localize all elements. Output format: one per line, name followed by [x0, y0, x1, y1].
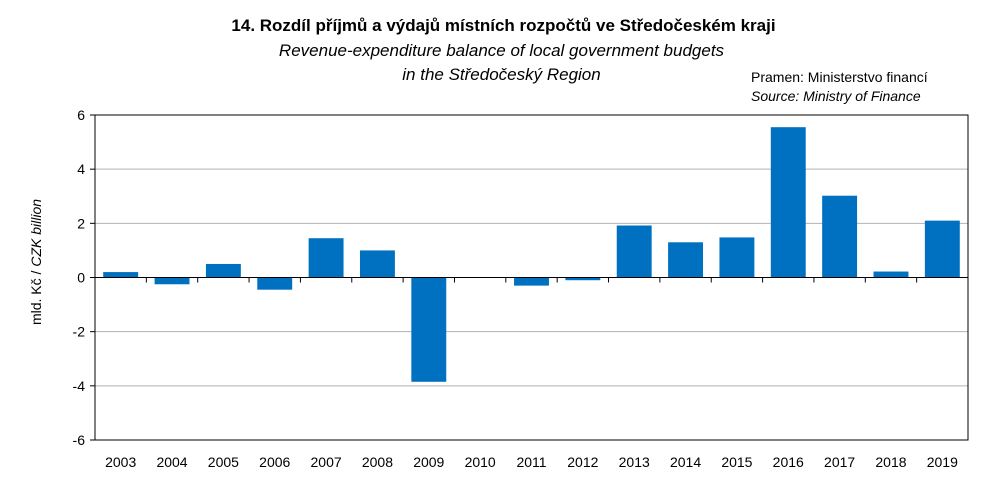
x-tick-label-2014: 2014 — [670, 454, 701, 470]
chart-subtitle: Revenue-expenditure balance of local gov… — [0, 39, 1003, 87]
y-tick-label: 0 — [77, 270, 85, 286]
y-tick-label: -2 — [73, 324, 86, 340]
y-tick-label: -6 — [73, 432, 86, 448]
bar-2008 — [359, 250, 395, 278]
bar-2017 — [822, 195, 858, 278]
x-tick-label-2018: 2018 — [875, 454, 906, 470]
x-tick-label-2005: 2005 — [208, 454, 239, 470]
bar-2019 — [924, 220, 960, 278]
chart-title: 14. Rozdíl příjmů a výdajů místních rozp… — [231, 16, 776, 35]
bar-2005 — [205, 263, 241, 278]
bar-2016 — [770, 127, 806, 278]
bar-2015 — [719, 237, 755, 278]
chart-subtitle-line-2: in the Středočeský Region — [402, 65, 601, 84]
x-tick-label-2004: 2004 — [156, 454, 187, 470]
tick-labels: 6 4 2 0 -2 -4 -6 2003 2004 2005 2006 2007 2008 2009 20… — [73, 107, 959, 470]
bar-2014 — [668, 242, 704, 278]
x-tick-label-2003: 2003 — [105, 454, 136, 470]
x-tick-label-2010: 2010 — [465, 454, 496, 470]
bar-2007 — [308, 238, 344, 278]
source-note: Pramen: Ministerstvo financí Source: Min… — [751, 68, 928, 106]
source-cz: Pramen: Ministerstvo financí — [751, 69, 928, 85]
y-tick-label: 6 — [77, 107, 85, 123]
bar-2003 — [103, 272, 139, 278]
y-tick-label: -4 — [73, 378, 86, 394]
chart-subtitle-line-1: Revenue-expenditure balance of local gov… — [278, 41, 725, 60]
y-tick-label: 2 — [77, 215, 85, 231]
x-tick-label-2012: 2012 — [567, 454, 598, 470]
x-tick-label-2016: 2016 — [773, 454, 804, 470]
bar-2013 — [616, 225, 652, 278]
x-tick-label-2009: 2009 — [413, 454, 444, 470]
x-tick-label-2006: 2006 — [259, 454, 290, 470]
x-tick-label-2011: 2011 — [516, 454, 546, 470]
axes — [90, 114, 969, 441]
source-en: Source: Ministry of Finance — [751, 88, 921, 104]
x-tick-label-2007: 2007 — [311, 454, 342, 470]
x-tick-label-2019: 2019 — [927, 454, 958, 470]
y-tick-label: 4 — [77, 161, 85, 177]
x-tick-label-2008: 2008 — [362, 454, 393, 470]
bar-2004 — [154, 277, 190, 285]
bar-2011 — [514, 277, 549, 286]
bar-2006 — [257, 277, 293, 290]
bar-2018 — [873, 271, 909, 278]
bar-2009 — [411, 277, 447, 382]
bar-2012 — [565, 277, 601, 281]
x-tick-label-2015: 2015 — [721, 454, 752, 470]
bars — [103, 127, 960, 382]
x-tick-label-2013: 2013 — [619, 454, 650, 470]
x-tick-label-2017: 2017 — [824, 454, 855, 470]
